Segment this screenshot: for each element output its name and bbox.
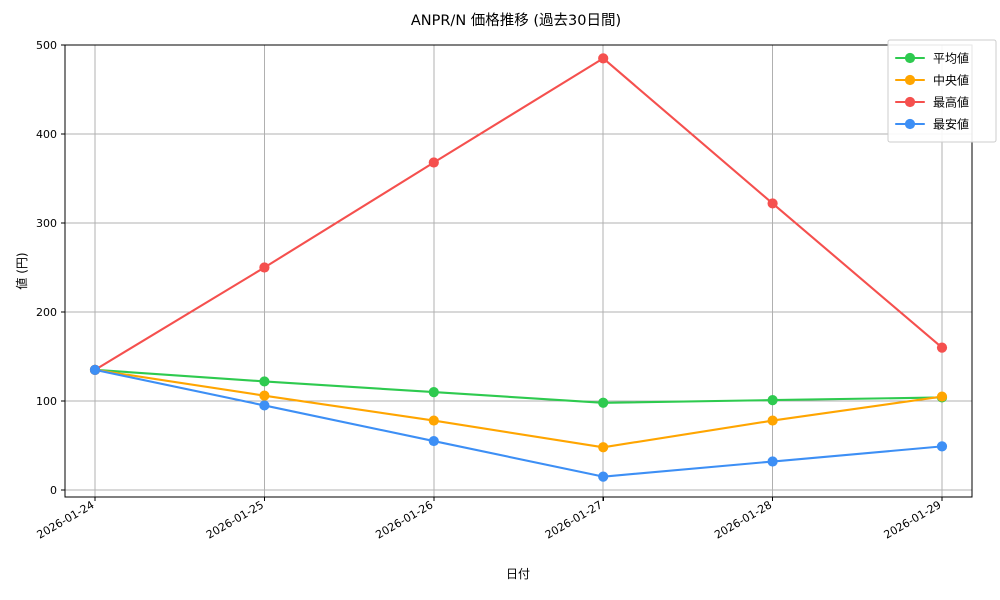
- series-line: [93, 368, 944, 404]
- legend-label: 中央値: [933, 73, 969, 88]
- y-tick-label: 500: [36, 39, 57, 52]
- x-tick-marks: [94, 497, 943, 501]
- data-point-marker: [767, 456, 778, 467]
- data-point-marker: [598, 471, 609, 482]
- data-point-marker: [259, 400, 270, 411]
- data-point-marker: [598, 442, 609, 453]
- data-point-marker: [428, 157, 439, 168]
- y-tick-labels: 0 100 200 300 400 500: [36, 39, 57, 497]
- chart-title: ANPR/N 価格推移 (過去30日間): [411, 12, 621, 29]
- legend-label: 平均値: [933, 51, 969, 66]
- data-point-marker: [936, 441, 948, 452]
- legend-marker-swatch: [904, 96, 916, 108]
- legend-label: 最高値: [933, 95, 969, 110]
- data-point-marker: [767, 415, 778, 426]
- y-axis-label: 値 (円): [14, 252, 29, 289]
- plot-area-border: [64, 44, 973, 498]
- y-tick-label: 400: [36, 128, 57, 141]
- data-point-marker: [767, 395, 778, 406]
- legend-marker-swatch: [904, 52, 916, 64]
- series-line: [93, 57, 944, 371]
- y-tick-marks: [61, 44, 65, 491]
- legend-label: 最安値: [933, 117, 969, 132]
- y-tick-label: 200: [36, 306, 57, 319]
- data-point-marker: [89, 364, 101, 375]
- data-point-marker: [259, 376, 270, 387]
- y-tick-label: 100: [36, 395, 57, 408]
- data-point-marker: [936, 391, 948, 402]
- data-point-marker: [259, 262, 270, 273]
- series-line: [93, 368, 944, 478]
- data-point-marker: [767, 198, 778, 209]
- data-point-marker: [259, 390, 270, 401]
- data-point-marker: [428, 415, 439, 426]
- legend-box: [887, 39, 997, 143]
- data-series-group: [89, 53, 948, 482]
- x-axis-label: 日付: [506, 567, 530, 581]
- data-point-marker: [936, 342, 948, 353]
- y-tick-label: 300: [36, 217, 57, 230]
- data-point-marker: [598, 53, 609, 64]
- y-tick-label: 0: [50, 484, 57, 497]
- legend-marker-swatch: [904, 74, 916, 86]
- plot-frame: [64, 44, 973, 498]
- data-point-marker: [428, 435, 439, 447]
- data-point-marker: [428, 387, 439, 398]
- data-point-marker: [598, 397, 609, 408]
- legend-marker-swatch: [904, 118, 916, 130]
- series-line: [93, 368, 944, 449]
